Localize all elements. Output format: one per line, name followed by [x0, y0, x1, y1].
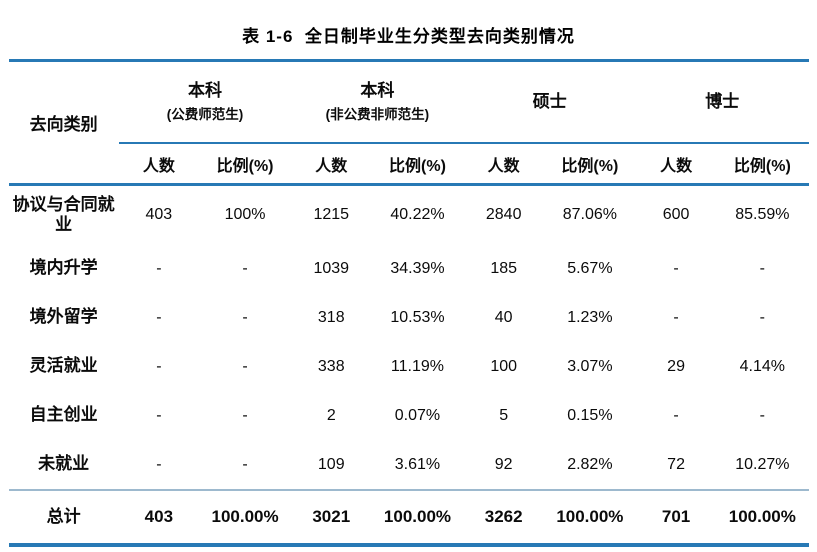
- group-header-doctor: 博士: [635, 60, 809, 144]
- table-cell: -: [759, 259, 765, 277]
- subheader-ratio: 比例(%): [543, 143, 636, 186]
- table-cell: -: [242, 259, 248, 277]
- table-cell: 701: [635, 489, 717, 545]
- table-cell: 4.14%: [739, 357, 786, 375]
- table-cell: -: [759, 406, 765, 424]
- table-cell: 403: [118, 489, 199, 545]
- table-cell: 100%: [224, 206, 266, 223]
- table-cell: 3262: [463, 489, 544, 545]
- column-header-category: 去向类别: [8, 60, 119, 186]
- row-label: 境内升学: [29, 258, 98, 278]
- table-cell: -: [156, 406, 162, 424]
- table-cell: 40: [494, 308, 513, 326]
- table-cell: 185: [490, 259, 518, 277]
- table-cell: 3021: [291, 489, 372, 545]
- table-cell: 34.39%: [390, 259, 445, 277]
- table-cell: -: [673, 308, 679, 326]
- table-cell: 2.82%: [567, 455, 613, 473]
- table-cell: 87.06%: [562, 206, 617, 223]
- table-cell: 5.67%: [567, 259, 613, 277]
- table-cell: 109: [317, 455, 345, 473]
- row-label: 协议与合同就业: [12, 194, 115, 234]
- table-cell: -: [156, 259, 162, 277]
- table-cell: 11.19%: [390, 357, 444, 375]
- row-label: 总计: [8, 489, 119, 545]
- subheader-count: 人数: [463, 143, 544, 186]
- subheader-count: 人数: [635, 143, 717, 186]
- table-row-self-employment: 自主创业 - - 2 0.07% 5 0.15% - -: [9, 391, 809, 440]
- table-cell: 100.00%: [198, 489, 292, 545]
- group-header-master: 硕士: [463, 60, 636, 144]
- table-cell: 1215: [313, 206, 350, 223]
- table-cell: -: [242, 308, 248, 326]
- table-cell: 403: [145, 206, 173, 223]
- row-label: 境外留学: [29, 307, 98, 327]
- row-label: 灵活就业: [29, 356, 98, 376]
- group-header-undergrad-funded: 本科 (公费师范生): [118, 60, 292, 144]
- group-header-line2: (公费师范生): [166, 107, 244, 123]
- table-cell: -: [242, 455, 248, 473]
- table-cell: 72: [667, 455, 685, 473]
- table-container: 去向类别 本科 (公费师范生) 本科 (非公费非师范生) 硕士 博士 人数 比例…: [8, 59, 809, 547]
- table-cell: -: [242, 357, 248, 375]
- table-cell: -: [673, 259, 679, 277]
- table-cell: 0.07%: [394, 406, 441, 424]
- table-row-agreement-employment: 协议与合同就业 403 100% 1215 40.22% 2840 87.06%…: [9, 185, 809, 245]
- group-header-line2: (非公费非师范生): [325, 107, 430, 123]
- subheader-ratio: 比例(%): [198, 143, 292, 186]
- table-cell: 1039: [313, 259, 350, 277]
- group-header-line1: 本科: [360, 80, 395, 100]
- table-cell: -: [156, 357, 162, 375]
- subheader-ratio: 比例(%): [371, 143, 464, 186]
- table-cell: 338: [317, 357, 345, 375]
- table-cell: 100.00%: [543, 489, 636, 545]
- table-cell: 40.22%: [390, 206, 445, 223]
- subheader-count: 人数: [118, 143, 199, 186]
- table-cell: 29: [667, 357, 685, 375]
- table-cell: 1.23%: [567, 308, 613, 326]
- row-label: 未就业: [38, 454, 90, 474]
- subheader-ratio: 比例(%): [716, 143, 809, 186]
- group-header-line1: 本科: [187, 80, 222, 100]
- table-cell: 3.61%: [394, 455, 441, 473]
- table-row-total: 总计 403 100.00% 3021 100.00% 3262 100.00%…: [8, 489, 809, 545]
- graduate-destination-table: 去向类别 本科 (公费师范生) 本科 (非公费非师范生) 硕士 博士 人数 比例…: [8, 59, 809, 547]
- table-row-domestic-study: 境内升学 - - 1039 34.39% 185 5.67% - -: [9, 244, 809, 293]
- table-cell: 2: [326, 406, 336, 424]
- table-row-overseas-study: 境外留学 - - 318 10.53% 40 1.23% - -: [9, 293, 809, 342]
- header-group-row: 去向类别 本科 (公费师范生) 本科 (非公费非师范生) 硕士 博士: [8, 60, 809, 186]
- subheader-count: 人数: [291, 143, 372, 186]
- table-row-unemployed: 未就业 - - 109 3.61% 92 2.82% 72 10.27%: [9, 440, 809, 490]
- table-cell: 10.53%: [390, 308, 445, 326]
- table-cell: 85.59%: [735, 206, 790, 223]
- table-cell: -: [759, 308, 765, 326]
- group-header-undergrad-nonfunded: 本科 (非公费非师范生): [291, 60, 464, 144]
- table-cell: -: [156, 308, 162, 326]
- table-cell: 92: [494, 455, 513, 473]
- header-sub-row: 人数 比例(%) 人数 比例(%) 人数 比例(%) 人数 比例(%): [9, 143, 809, 186]
- table-cell: 318: [317, 308, 345, 326]
- table-cell: 100.00%: [716, 489, 809, 545]
- row-label: 自主创业: [29, 405, 98, 425]
- table-cell: 600: [662, 206, 690, 223]
- table-cell: -: [156, 455, 162, 473]
- table-row-flexible-employment: 灵活就业 - - 338 11.19% 100 3.07% 29 4.14%: [9, 342, 809, 391]
- table-cell: 100: [490, 357, 518, 375]
- table-cell: 10.27%: [735, 455, 790, 473]
- table-cell: 5: [499, 406, 509, 424]
- table-cell: 100.00%: [371, 489, 464, 545]
- table-title: 表 1-6 全日制毕业生分类型去向类别情况: [242, 27, 575, 46]
- table-cell: 0.15%: [567, 406, 613, 424]
- table-cell: -: [242, 406, 248, 424]
- table-cell: 3.07%: [567, 357, 613, 375]
- table-cell: -: [673, 406, 679, 424]
- table-cell: 2840: [485, 206, 522, 223]
